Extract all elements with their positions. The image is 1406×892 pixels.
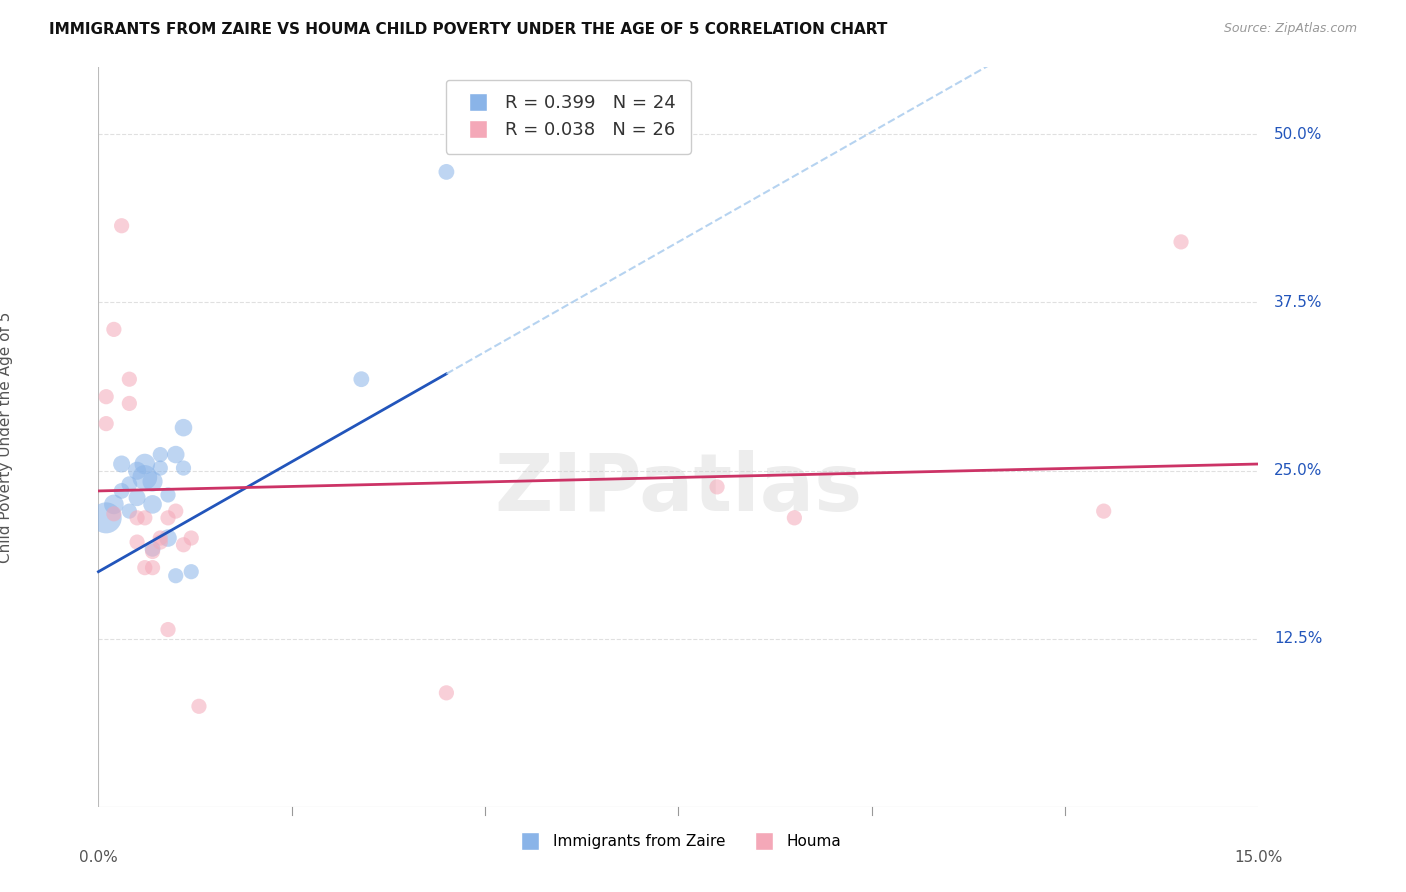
- Point: [127, 511, 149, 525]
- Point: [706, 480, 728, 494]
- Point: [157, 623, 180, 637]
- Text: IMMIGRANTS FROM ZAIRE VS HOUMA CHILD POVERTY UNDER THE AGE OF 5 CORRELATION CHAR: IMMIGRANTS FROM ZAIRE VS HOUMA CHILD POV…: [49, 22, 887, 37]
- Text: 50.0%: 50.0%: [1274, 127, 1322, 142]
- Point: [111, 457, 132, 471]
- Point: [350, 372, 373, 386]
- Point: [436, 686, 458, 700]
- Text: Child Poverty Under the Age of 5: Child Poverty Under the Age of 5: [0, 311, 13, 563]
- Point: [149, 531, 172, 545]
- Point: [134, 511, 156, 525]
- Point: [111, 483, 132, 498]
- Point: [134, 560, 156, 574]
- Point: [96, 417, 118, 431]
- Point: [157, 531, 180, 545]
- Legend: Immigrants from Zaire, Houma: Immigrants from Zaire, Houma: [509, 828, 848, 855]
- Point: [127, 535, 149, 549]
- Text: ZIPatlas: ZIPatlas: [495, 450, 862, 528]
- Text: Source: ZipAtlas.com: Source: ZipAtlas.com: [1223, 22, 1357, 36]
- Point: [118, 477, 141, 491]
- Point: [149, 461, 172, 475]
- Point: [165, 448, 187, 462]
- Point: [172, 420, 194, 434]
- Point: [127, 464, 149, 478]
- Point: [165, 568, 187, 582]
- Point: [188, 699, 211, 714]
- Point: [141, 541, 165, 556]
- Point: [165, 504, 187, 518]
- Point: [157, 488, 180, 502]
- Point: [141, 497, 165, 511]
- Point: [141, 475, 165, 489]
- Point: [96, 390, 118, 404]
- Point: [172, 538, 194, 552]
- Text: 0.0%: 0.0%: [79, 850, 118, 865]
- Point: [783, 511, 806, 525]
- Point: [96, 511, 118, 525]
- Point: [141, 560, 165, 574]
- Point: [180, 531, 202, 545]
- Text: 12.5%: 12.5%: [1274, 632, 1322, 647]
- Point: [180, 565, 202, 579]
- Point: [103, 507, 125, 521]
- Point: [436, 165, 458, 179]
- Point: [1170, 235, 1192, 249]
- Point: [172, 461, 194, 475]
- Point: [103, 497, 125, 511]
- Point: [157, 511, 180, 525]
- Point: [1092, 504, 1115, 518]
- Point: [141, 544, 165, 558]
- Point: [103, 322, 125, 336]
- Point: [118, 396, 141, 410]
- Point: [127, 491, 149, 505]
- Text: 37.5%: 37.5%: [1274, 295, 1322, 310]
- Point: [149, 448, 172, 462]
- Text: 15.0%: 15.0%: [1234, 850, 1282, 865]
- Point: [134, 470, 156, 484]
- Point: [118, 504, 141, 518]
- Point: [134, 457, 156, 471]
- Point: [118, 372, 141, 386]
- Point: [149, 535, 172, 549]
- Point: [111, 219, 132, 233]
- Text: 25.0%: 25.0%: [1274, 463, 1322, 478]
